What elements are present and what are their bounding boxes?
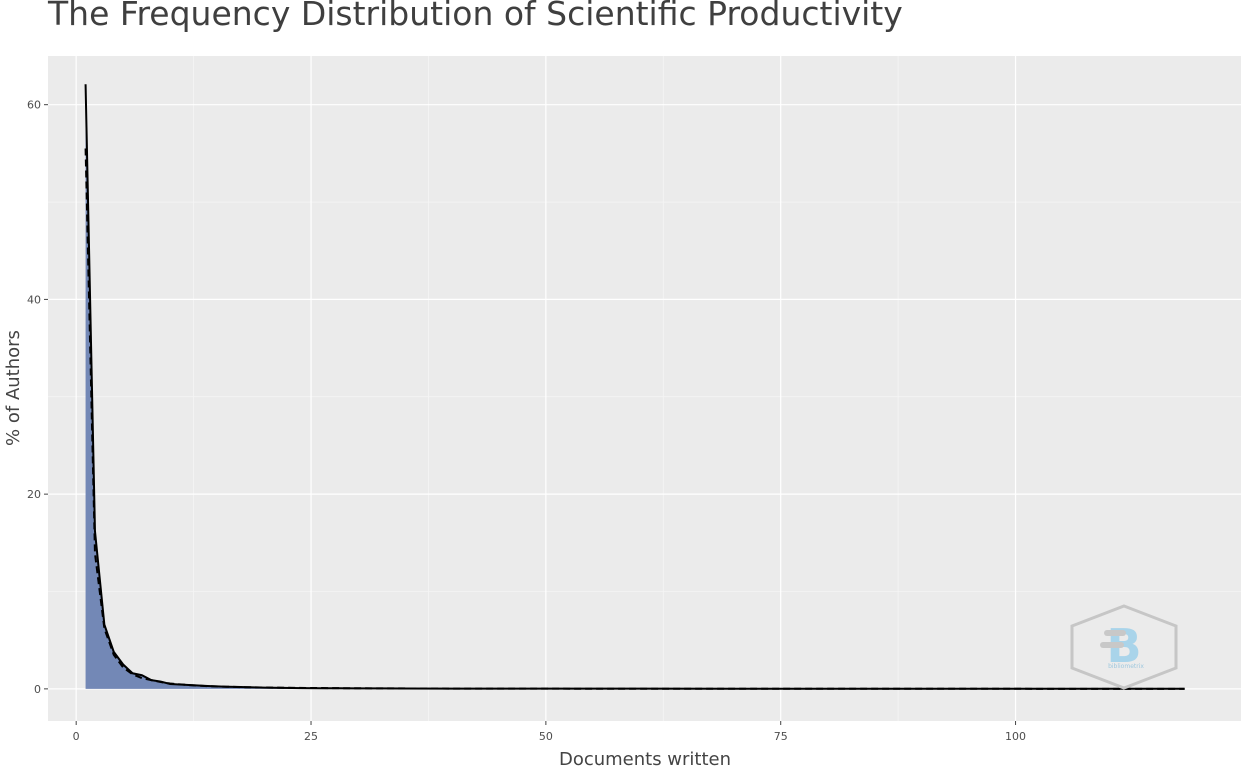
chart-title: The Frequency Distribution of Scientific… [48,0,903,33]
y-tick-label: 40 [27,293,41,306]
y-tick-label: 60 [27,99,41,112]
y-tick-label: 20 [27,488,41,501]
bibliometrix-logo: B bibliometrix [1070,604,1178,690]
watermark-text: bibliometrix [1108,663,1144,670]
x-tick-label: 0 [73,730,80,743]
x-tick-label: 50 [539,730,553,743]
x-axis-label: Documents written [559,749,731,768]
y-tick-label: 0 [34,683,41,696]
series-solid-line [84,84,1185,690]
x-tick-label: 25 [304,730,318,743]
plot-background [48,56,1241,721]
x-tick-label: 75 [774,730,788,743]
grid-lines [48,56,1241,721]
series-line-layer [84,84,1185,690]
y-axis-label: % of Authors [3,330,24,446]
axis-ticks: 0 25 50 75 100 0 20 40 60 [27,99,1026,743]
x-tick-label: 100 [1005,730,1026,743]
